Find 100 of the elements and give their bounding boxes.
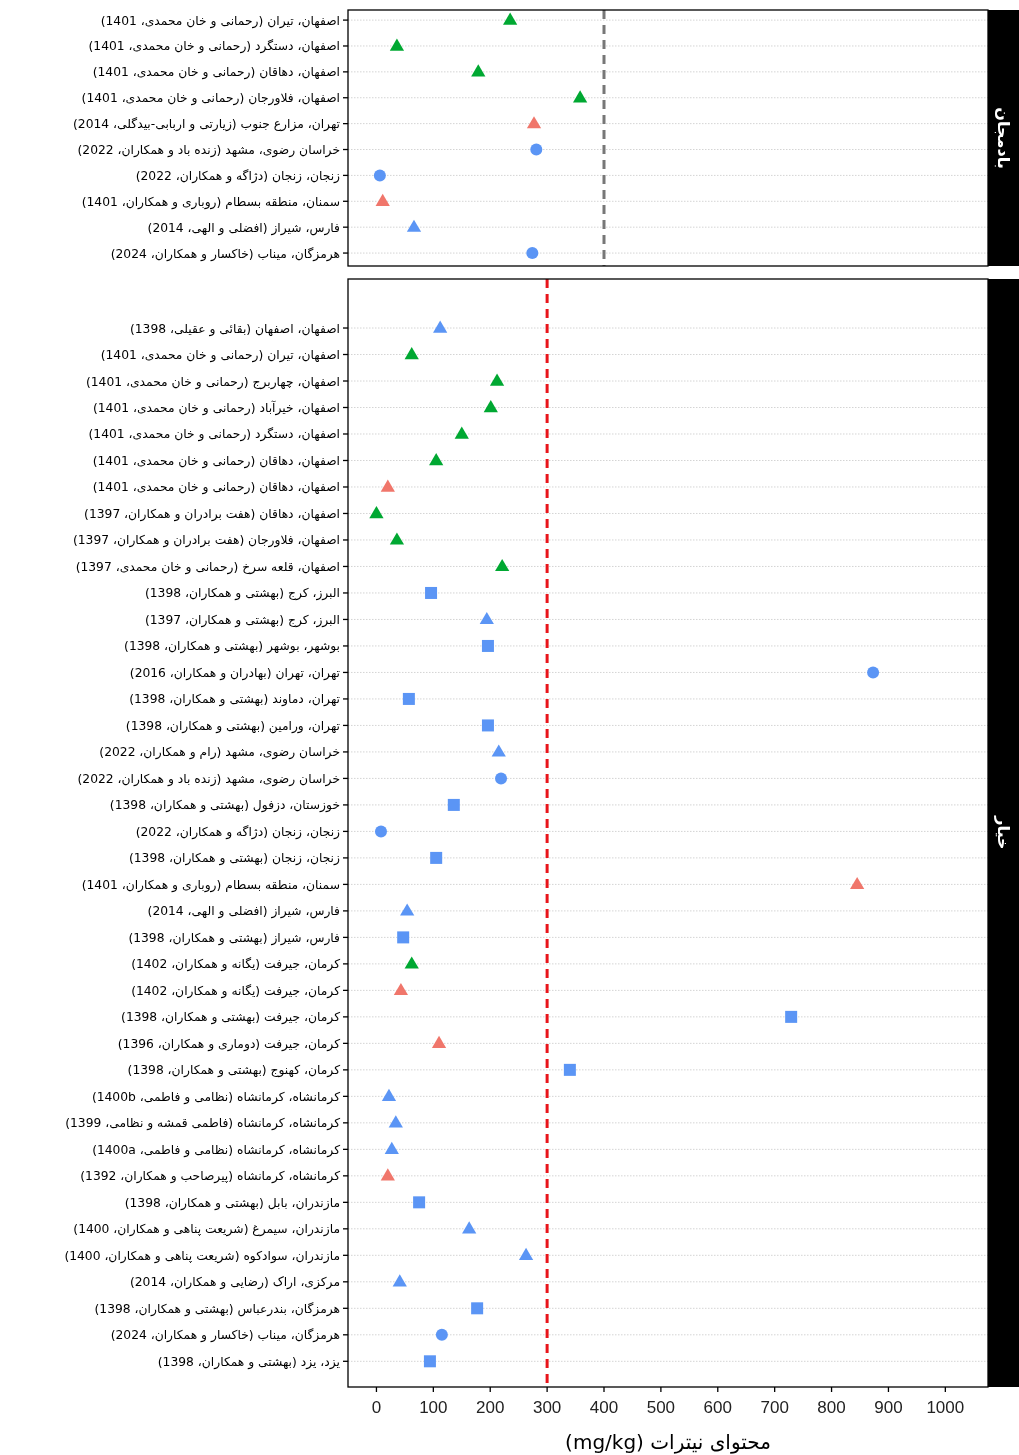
y-tick-label: سمنان، منطقه بسطام (روباری و همکاران، 1401) — [81, 877, 340, 893]
x-tick-label: 700 — [760, 1398, 789, 1417]
y-tick-label: اصفهان، تیران (رحمانی و خان محمدی، 1401) — [100, 348, 340, 364]
y-tick-label: اصفهان، دهاقان (رحمانی و خان محمدی، 1401) — [92, 453, 340, 469]
point — [430, 851, 443, 864]
point — [572, 90, 588, 103]
point — [479, 611, 494, 625]
point — [433, 320, 448, 333]
y-tick-label: کرمانشاه، کرمانشاه (نظامی و فاطمی، 1400a) — [92, 1142, 341, 1158]
y-tick-label: کرمان، جیرفت (یگانه و همکاران، 1402) — [131, 982, 341, 999]
y-tick-label: اصفهان، دستگرد (رحمانی و خان محمدی، 1401) — [88, 38, 340, 55]
y-tick-label: البرز، کرج (بهشتی و همکاران، 1398) — [144, 586, 340, 602]
y-tick-label: مازندران، سیمرغ (شریعت پناهی و همکاران، 1400) — [73, 1222, 340, 1238]
x-tick-label: 600 — [703, 1398, 732, 1417]
point — [406, 219, 422, 232]
x-tick-label: 200 — [476, 1398, 505, 1417]
point — [526, 247, 539, 260]
y-tick-label: بوشهر، بوشهر (بهشتی و همکاران، 1398) — [124, 639, 340, 655]
x-tick-label: 1000 — [926, 1398, 965, 1417]
y-tick-label: هرمزگان، میناب (خاکسار و همکاران، 2024) — [110, 1327, 340, 1344]
y-tick-label: اصفهان، اصفهان (بقائی و عقیلی، 1398) — [129, 321, 340, 337]
point — [397, 931, 410, 944]
point — [431, 1035, 447, 1049]
y-tick-label: خوزستان، دزفول (بهشتی و همکاران، 1398) — [109, 798, 340, 814]
x-tick-label: 800 — [817, 1398, 846, 1417]
y-tick-label: کرمانشاه، کرمانشاه (پیرصاحب و همکاران، 1392) — [80, 1169, 341, 1185]
y-tick-label: کرمانشاه، کرمانشاه (نظامی و فاطمی، 1400b) — [91, 1089, 341, 1105]
point — [481, 719, 494, 732]
y-tick-label: اصفهان، فلاورجان (هفت برادران و همکاران، 1397) — [72, 533, 340, 549]
point — [471, 64, 486, 77]
point — [388, 1115, 403, 1128]
point — [495, 772, 508, 785]
text: خیار — [993, 815, 1013, 850]
y-tick-label: تهران، دماوند (بهشتی و همکاران، 1398) — [129, 692, 340, 708]
point — [530, 143, 543, 156]
point — [375, 825, 387, 838]
y-tick-label: مازندران، بابل (بهشتی و همکاران، 1398) — [124, 1195, 340, 1211]
point — [384, 1141, 399, 1154]
point — [402, 692, 415, 705]
y-tick-label: کرمان، جیرفت (بهشتی و همکاران، 1398) — [121, 1010, 341, 1026]
y-tick-label: فارس، شیراز (افضلی و الهی، 2014) — [147, 220, 340, 236]
point — [380, 1168, 395, 1181]
point — [867, 666, 880, 679]
y-tick-label: زنجان، زنجان (دژاگه و همکاران، 2022) — [135, 167, 341, 184]
y-tick-label: تهران، ورامین (بهشتی و همکاران، 1398) — [125, 718, 340, 734]
y-tick-label: سمنان، منطقه بسطام (روباری و همکاران، 1401) — [81, 194, 340, 210]
point — [495, 558, 510, 572]
y-tick-label: زنجان، زنجان (دژاگه و همکاران، 2022) — [135, 823, 341, 840]
point — [850, 876, 865, 890]
point — [518, 1247, 534, 1260]
y-tick-label: یزد، یزد (بهشتی و همکاران، 1398) — [157, 1354, 340, 1370]
point — [526, 116, 542, 129]
point — [425, 586, 438, 599]
point — [489, 373, 505, 386]
x-tick-label: 900 — [874, 1398, 903, 1417]
y-tick-label: مازندران، سوادکوه (شریعت پناهی و همکاران، 1400) — [64, 1248, 340, 1264]
point — [429, 452, 444, 466]
point — [375, 193, 390, 206]
point — [404, 347, 419, 360]
y-tick-label: اصفهان، چهاربرج (رحمانی و خان محمدی، 1401) — [85, 374, 340, 390]
point — [785, 1010, 798, 1023]
point — [435, 1328, 448, 1341]
x-tick-label: 0 — [371, 1398, 382, 1417]
y-tick-label: اصفهان، دستگرد (رحمانی و خان محمدی، 1401) — [88, 426, 340, 443]
y-tick-label: کرمان، کهنوج (بهشتی و همکاران، 1398) — [127, 1063, 341, 1079]
y-tick-label: اصفهان، دهاقان (هفت برادران و همکاران، 1397) — [84, 506, 340, 522]
point — [423, 1355, 436, 1368]
x-tick-label: 100 — [419, 1398, 448, 1417]
y-tick-label: خراسان رضوی، مشهد (رام و همکاران، 2022) — [99, 745, 340, 761]
point — [389, 38, 405, 51]
y-tick-label: کرمان، جیرفت (یگانه و همکاران، 1402) — [131, 956, 341, 973]
y-tick-label: اصفهان، فلاورجان (رحمانی و خان محمدی، 1401) — [81, 91, 340, 107]
point — [380, 479, 395, 492]
y-tick-label: خراسان رضوی، مشهد (زنده باد و همکاران، 2022) — [77, 143, 340, 159]
point — [563, 1063, 576, 1076]
point — [393, 982, 409, 996]
text: بادمجان — [993, 107, 1013, 169]
y-tick-label: اصفهان، تیران (رحمانی و خان محمدی، 1401) — [100, 13, 340, 29]
point — [462, 1221, 477, 1234]
y-tick-label: زنجان، زنجان (بهشتی و همکاران، 1398) — [128, 851, 341, 867]
y-tick-label: هرمزگان، بندرعباس (بهشتی و همکاران، 1398) — [94, 1300, 340, 1317]
y-tick-label: کرمانشاه، کرمانشاه (فاطمی قمشه و نظامی، 1399) — [65, 1116, 341, 1132]
point — [454, 426, 469, 439]
y-tick-label: اصفهان، خیرآباد (رحمانی و خان محمدی، 1401) — [92, 400, 340, 416]
y-tick-label: هرمزگان، میناب (خاکسار و همکاران، 2024) — [110, 245, 340, 262]
point — [381, 1088, 397, 1102]
point — [389, 532, 405, 545]
y-tick-label: کرمان، جیرفت (دوماری و همکاران، 1396) — [117, 1036, 341, 1052]
point — [447, 798, 460, 811]
y-tick-label: اصفهان، دهاقان (رحمانی و خان محمدی، 1401) — [92, 65, 340, 81]
y-tick-label: تهران، مزارع جنوب (زیارتی و اربابی-بیدگلی، 2014) — [73, 116, 340, 133]
point — [471, 1302, 484, 1315]
x-tick-label: 300 — [532, 1398, 562, 1417]
y-tick-label: فارس، شیراز (بهشتی و همکاران، 1398) — [128, 930, 340, 946]
point — [392, 1274, 407, 1287]
y-tick-label: تهران، تهران (بهادران و همکاران، 2016) — [129, 665, 340, 681]
y-tick-label: البرز، کرج (بهشتی و همکاران، 1397) — [144, 612, 340, 628]
point — [503, 12, 518, 25]
point — [404, 956, 419, 969]
x-tick-label: 400 — [589, 1398, 619, 1417]
